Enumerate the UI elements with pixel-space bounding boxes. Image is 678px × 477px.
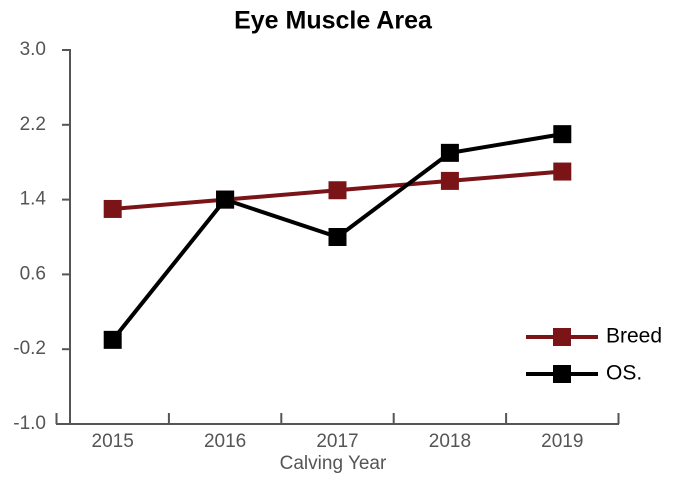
marker <box>553 125 572 144</box>
legend-label: OS. <box>606 362 642 385</box>
x-tick-label: 2015 <box>92 431 134 452</box>
x-tick-label: 2017 <box>316 431 358 452</box>
y-tick-label: 2.2 <box>20 114 46 135</box>
y-tick-label: 1.4 <box>20 189 47 210</box>
x-axis-label: Calving Year <box>280 453 387 474</box>
marker <box>440 143 459 162</box>
marker <box>328 181 347 200</box>
chart-title: Eye Muscle Area <box>234 7 433 35</box>
marker <box>216 190 235 209</box>
legend-label: Breed <box>606 325 662 348</box>
x-tick-label: 2019 <box>541 431 583 452</box>
marker <box>103 199 122 218</box>
x-tick-label: 2016 <box>204 431 246 452</box>
y-tick-label: 0.6 <box>20 263 46 284</box>
marker <box>328 228 347 246</box>
marker <box>440 171 459 190</box>
y-tick-label: 3.0 <box>20 39 46 60</box>
marker <box>553 162 572 181</box>
y-tick-label: -0.2 <box>13 338 46 359</box>
marker <box>103 330 122 349</box>
legend-marker <box>553 365 571 383</box>
x-tick-label: 2018 <box>429 431 471 452</box>
legend-marker <box>553 328 571 346</box>
y-tick-label: -1.0 <box>13 413 46 434</box>
